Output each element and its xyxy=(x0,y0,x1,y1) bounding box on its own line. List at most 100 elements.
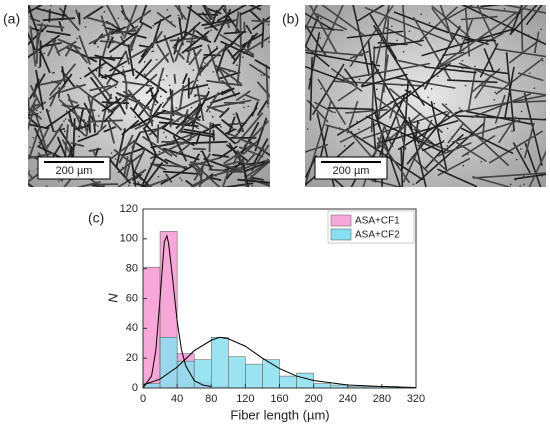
fiber xyxy=(423,25,461,90)
speck xyxy=(380,98,383,100)
speck xyxy=(80,111,83,114)
speck xyxy=(134,116,137,118)
fiber xyxy=(158,121,199,128)
fiber xyxy=(305,15,320,48)
fiber xyxy=(413,128,436,146)
fiber xyxy=(375,96,422,133)
speck xyxy=(71,149,74,152)
speck xyxy=(78,135,80,138)
x-tick-label: 40 xyxy=(171,393,183,405)
fiber xyxy=(211,122,236,145)
fiber xyxy=(163,35,175,63)
fiber xyxy=(140,156,157,187)
speck xyxy=(206,32,209,35)
speck xyxy=(221,90,224,93)
speck xyxy=(236,80,238,83)
fiber xyxy=(208,168,244,173)
fiber xyxy=(221,87,235,96)
speck xyxy=(29,15,32,18)
speck xyxy=(161,102,164,104)
fiber xyxy=(479,84,546,96)
fiber xyxy=(135,59,152,80)
fiber xyxy=(113,149,133,164)
speck xyxy=(228,70,231,73)
speck xyxy=(418,122,420,124)
speck xyxy=(226,173,229,175)
y-axis-label: N xyxy=(105,293,120,303)
fiber xyxy=(237,178,270,184)
speck xyxy=(197,127,200,130)
fiber xyxy=(36,23,65,29)
fiber xyxy=(215,64,242,85)
fiber xyxy=(128,25,139,32)
speck xyxy=(121,65,124,68)
fiber xyxy=(182,73,188,84)
speck xyxy=(200,150,202,153)
speck xyxy=(90,150,92,152)
x-tick-label: 80 xyxy=(205,393,217,405)
fiber xyxy=(352,5,370,75)
speck xyxy=(84,26,87,28)
speck xyxy=(401,84,403,87)
fiber xyxy=(337,88,357,102)
fiber xyxy=(130,154,137,187)
fiber xyxy=(72,117,76,160)
fiber xyxy=(442,51,465,57)
fiber xyxy=(248,5,262,11)
fiber xyxy=(526,5,543,25)
fibers xyxy=(28,5,270,187)
speck xyxy=(527,34,530,36)
speck xyxy=(46,144,49,146)
speck xyxy=(190,164,192,166)
fiber xyxy=(134,119,154,130)
speck xyxy=(203,101,206,104)
speck xyxy=(519,185,521,187)
speck xyxy=(151,50,153,53)
speck xyxy=(259,70,262,72)
speck xyxy=(98,115,100,117)
fiber xyxy=(408,117,427,187)
speck xyxy=(165,136,167,138)
fiber xyxy=(315,13,347,31)
fiber xyxy=(383,124,393,146)
fiber xyxy=(87,66,113,100)
fiber xyxy=(123,147,145,156)
speck xyxy=(121,166,124,169)
fiber xyxy=(74,124,90,131)
fiber xyxy=(461,5,546,46)
fiber xyxy=(430,101,448,170)
fiber xyxy=(139,20,153,29)
speck xyxy=(142,171,144,174)
speck xyxy=(250,175,253,177)
speck xyxy=(214,109,217,111)
speck xyxy=(445,103,448,106)
speck xyxy=(248,180,251,183)
bar xyxy=(279,375,297,389)
fiber xyxy=(107,36,114,49)
fiber xyxy=(39,50,51,74)
speck xyxy=(187,61,190,63)
fiber xyxy=(239,12,242,50)
speck xyxy=(430,88,433,90)
fiber xyxy=(140,42,154,58)
speck xyxy=(221,40,224,43)
speck xyxy=(177,120,180,123)
speck xyxy=(166,9,168,11)
speck xyxy=(262,88,265,90)
fiber xyxy=(36,7,67,17)
fiber xyxy=(192,46,202,76)
speck xyxy=(193,95,196,98)
speck xyxy=(166,59,169,61)
fiber xyxy=(207,44,221,82)
fiber xyxy=(45,104,80,129)
speck xyxy=(464,84,467,87)
fiber xyxy=(346,30,404,39)
fiber xyxy=(321,5,367,38)
fiber xyxy=(431,5,471,38)
speck xyxy=(215,175,217,177)
scale-bar-label: 200 µm xyxy=(56,165,93,177)
speck xyxy=(306,128,309,130)
fiber xyxy=(129,107,159,139)
fiber xyxy=(305,12,335,31)
fiber xyxy=(48,85,66,100)
